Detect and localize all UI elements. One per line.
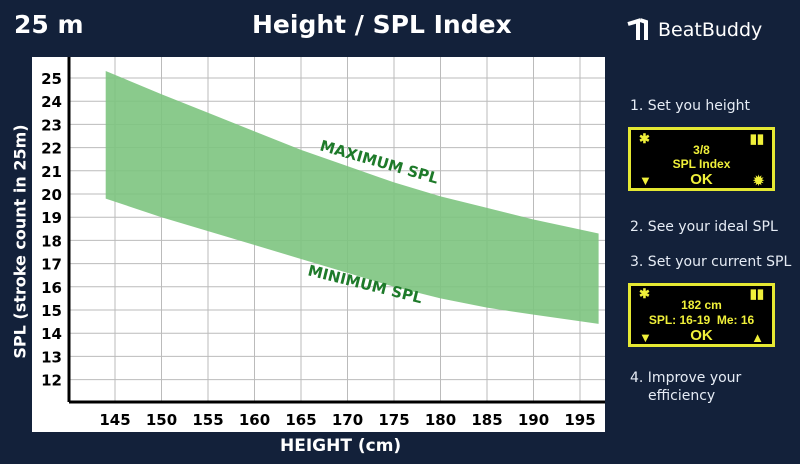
step-1: 1. Set you height [630, 98, 751, 114]
bluetooth-icon: ✱ [639, 131, 650, 146]
gear-icon[interactable]: ✹ [753, 173, 764, 188]
y-tick-label: 12 [41, 372, 62, 390]
screen-mode: SPL Index [672, 157, 731, 171]
x-tick-label: 160 [239, 411, 270, 429]
step-4-cont: efficiency [648, 388, 716, 404]
x-tick-label: 180 [425, 411, 456, 429]
y-tick-label: 23 [41, 116, 62, 134]
x-tick-label: 165 [285, 411, 316, 429]
x-tick-label: 155 [192, 411, 223, 429]
device-screen-1: ✱ ▮▮ 3/8 SPL Index OK ▼ ✹ [628, 127, 775, 191]
brand-name: BeatBuddy [658, 19, 763, 41]
x-tick-label: 195 [564, 411, 595, 429]
x-tick-label: 145 [99, 411, 130, 429]
y-tick-label: 22 [41, 140, 62, 158]
x-tick-label: 185 [471, 411, 502, 429]
down-arrow-icon[interactable]: ▼ [639, 330, 652, 345]
y-tick-label: 24 [41, 93, 62, 111]
step-3: 3. Set your current SPL [630, 254, 792, 270]
chart-title: Height / SPL Index [252, 10, 512, 39]
y-tick-label: 21 [41, 163, 62, 181]
chart: 12 13 14 15 16 17 18 19 20 21 22 23 24 25 145 150 155 160… [41, 57, 605, 429]
x-tick-label: 170 [332, 411, 363, 429]
step-4: 4. Improve your [630, 370, 742, 386]
y-tick-label: 14 [41, 325, 62, 343]
screen-spl: SPL: 16-19 Me: 16 [648, 313, 755, 327]
x-tick-label: 175 [378, 411, 409, 429]
y-tick-label: 25 [41, 70, 62, 88]
y-tick-label: 16 [41, 279, 62, 297]
y-tick-label: 18 [41, 232, 62, 250]
y-tick-label: 19 [41, 209, 62, 227]
screen-height: 182 cm [681, 298, 722, 312]
beatbuddy-logo-icon [627, 18, 648, 40]
y-tick-label: 20 [41, 186, 62, 204]
down-arrow-icon[interactable]: ▼ [639, 173, 652, 188]
step-2: 2. See your ideal SPL [630, 219, 778, 235]
brand-logo: BeatBuddy [626, 18, 762, 42]
up-arrow-icon[interactable]: ▲ [751, 330, 764, 345]
screen-level: 3/8 [693, 143, 710, 157]
x-tick-label: 150 [146, 411, 177, 429]
y-tick-label: 15 [41, 302, 62, 320]
x-tick-label: 190 [518, 411, 549, 429]
bluetooth-icon: ✱ [639, 286, 650, 301]
y-axis-label: SPL (stroke count in 25m) [10, 124, 30, 359]
battery-icon: ▮▮ [749, 131, 764, 146]
y-tick-label: 13 [41, 348, 62, 366]
ok-button[interactable]: OK [690, 327, 713, 344]
x-axis-label: HEIGHT (cm) [280, 436, 402, 456]
battery-icon: ▮▮ [749, 286, 764, 301]
chart-panel: 12 13 14 15 16 17 18 19 20 21 22 23 24 25 145 150 155 160… [32, 57, 605, 432]
spl-band [105, 71, 599, 324]
ok-button[interactable]: OK [690, 171, 713, 188]
distance-label: 25 m [14, 10, 84, 39]
y-tick-label: 17 [41, 256, 62, 274]
device-screen-2: ✱ ▮▮ 182 cm SPL: 16-19 Me: 16 OK ▼ ▲ [628, 283, 775, 347]
